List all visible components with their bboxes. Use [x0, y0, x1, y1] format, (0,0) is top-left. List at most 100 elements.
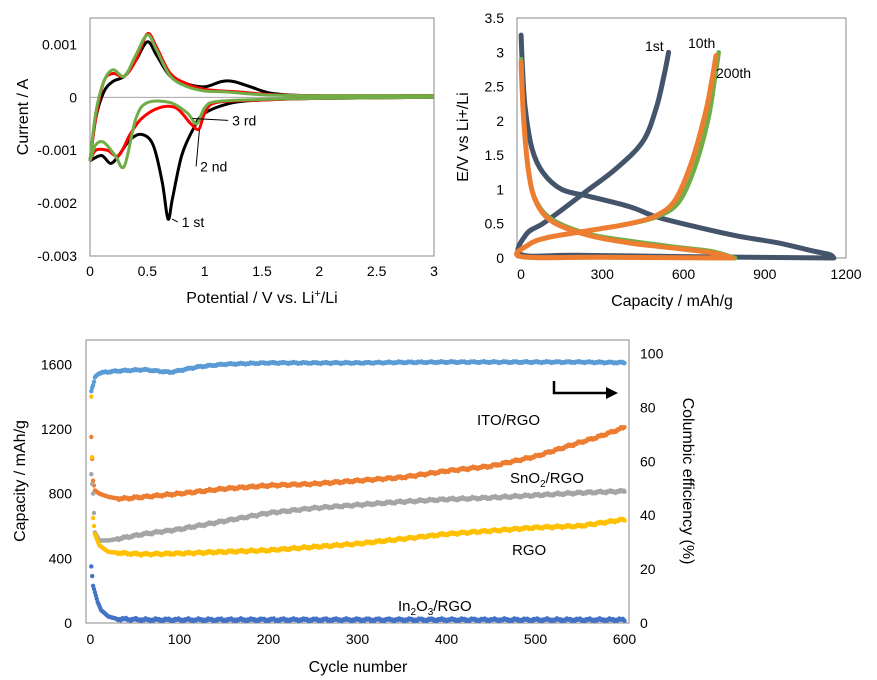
cycling-point — [89, 472, 94, 477]
cv-ylabel: Current / A — [15, 78, 32, 155]
cycling-ytick-label: 400 — [49, 550, 73, 566]
cycling-xtick-label: 500 — [524, 631, 548, 647]
cycling-ytick-label: 1200 — [41, 421, 72, 437]
cycling-point — [89, 434, 94, 440]
cv-annotation-label: 2 nd — [200, 158, 227, 174]
cycling-point — [90, 383, 96, 388]
cycling-y2-ytick-label: 40 — [640, 507, 656, 523]
cv-plot-frame — [89, 17, 435, 257]
cycling-point — [90, 515, 96, 521]
cycling-xtick-label: 100 — [168, 631, 192, 647]
cycling-y2-ytick-label: 80 — [640, 399, 656, 415]
cv-annotation-leader — [192, 117, 229, 121]
cycling-series-5 — [89, 359, 627, 394]
cycling-point — [90, 455, 95, 460]
cd-charge-curve-3 — [514, 53, 735, 261]
cycling-ytick-label: 0 — [64, 615, 72, 631]
cycling-ytick-label: 800 — [49, 486, 73, 502]
cycling-point — [91, 510, 97, 516]
cv-cathodic-curve-3 — [88, 95, 435, 170]
cv-annotation-label: 1 st — [182, 214, 205, 230]
cycling-ylabel: Capacity / mAh/g — [12, 420, 29, 542]
cycling-point — [89, 564, 94, 569]
cv-ytick-label: -0.003 — [37, 248, 77, 264]
cd-ytick-label: 1 — [496, 181, 504, 197]
cycling-xtick-label: 300 — [346, 631, 370, 647]
cv-annotation-label: 3 rd — [232, 112, 256, 128]
cv-ytick-label: -0.001 — [37, 142, 77, 158]
cycling-series-label: RGO — [512, 542, 546, 559]
cycling-point — [622, 489, 627, 494]
cv-xtick-label: 0 — [86, 263, 94, 279]
cycling-point — [91, 523, 97, 529]
cv-xtick-label: 2 — [315, 263, 323, 279]
cycling-point — [622, 618, 627, 624]
cv-ytick-label: 0.001 — [42, 36, 77, 52]
right-axis-arrow-head — [606, 387, 618, 399]
cycling-series-label: In2O3/RGO — [398, 598, 472, 618]
cv-chart: 0 0.5 1 1.5 2 2.5 3 0.001 0 -0.001 -0.002 -0.003 1 s… — [15, 17, 438, 307]
cv-cathodic-curve-1 — [89, 95, 435, 221]
cd-xtick-label: 300 — [591, 266, 615, 282]
cd-xtick-label: 0 — [517, 266, 525, 282]
cycling-y2-ytick-label: 0 — [640, 615, 648, 631]
cv-annotation-leader — [171, 218, 178, 223]
cycling-plot-frame — [85, 339, 630, 624]
cd-ytick-label: 1.5 — [485, 147, 505, 163]
cycling-point — [90, 573, 95, 579]
cycling-xtick-label: 400 — [435, 631, 459, 647]
cycling-y2label: Columbic efficiency (%) — [679, 398, 696, 565]
cd-ytick-label: 0 — [496, 250, 504, 266]
cv-xtick-label: 1.5 — [252, 263, 272, 279]
cycling-xtick-label: 0 — [87, 631, 95, 647]
cycling-chart: 0 100 200 300 400 500 600040080012001600020406… — [12, 339, 696, 676]
cycling-xtick-label: 200 — [257, 631, 281, 647]
cycling-point — [89, 389, 94, 394]
cycling-xlabel: Cycle number — [309, 659, 408, 676]
cycling-series-label: SnO2/RGO — [510, 470, 584, 490]
cd-ytick-label: 2 — [496, 113, 504, 129]
cycling-y2-ytick-label: 60 — [640, 453, 656, 469]
cd-series-label: 1st — [645, 38, 664, 54]
cv-annotation-leader — [195, 129, 200, 167]
cd-ytick-label: 2.5 — [485, 79, 505, 95]
cd-xtick-label: 1200 — [830, 266, 861, 282]
cycling-point — [90, 491, 96, 496]
cycling-y2-ytick-label: 100 — [640, 345, 664, 361]
cycling-point — [622, 425, 627, 430]
cd-ytick-label: 3 — [496, 44, 504, 60]
cd-series-label: 10th — [688, 35, 715, 51]
cycling-point — [91, 379, 97, 384]
cd-discharge-curve-1 — [518, 32, 837, 261]
cycling-ytick-label: 1600 — [41, 356, 72, 372]
cd-discharge-curve-3 — [518, 60, 735, 261]
cycling-y2-ytick-label: 20 — [640, 561, 656, 577]
cv-xtick-label: 3 — [430, 263, 438, 279]
cd-series-label: 200th — [716, 65, 751, 81]
cycling-series-4 — [89, 564, 627, 624]
cycling-series-3 — [89, 394, 627, 558]
cycling-point — [90, 481, 95, 487]
cv-xtick-label: 0.5 — [138, 263, 158, 279]
cv-xtick-label: 2.5 — [367, 263, 387, 279]
cd-ytick-label: 0.5 — [485, 216, 505, 232]
cv-xlabel: Potential / V vs. Li+/Li — [186, 288, 337, 307]
cv-anodic-curve-3 — [88, 33, 435, 161]
cycling-point — [94, 596, 99, 601]
cycling-point — [622, 360, 627, 366]
cd-xtick-label: 600 — [672, 266, 696, 282]
cycling-xtick-label: 600 — [613, 631, 637, 647]
cd-xlabel: Capacity / mAh/g — [611, 293, 733, 310]
cycling-point — [91, 586, 97, 592]
cycling-series-2 — [89, 472, 627, 543]
charge-discharge-chart: 0 300 600 900 1200 0 0.5 1 1.5 2 2.5 3 3.5 1st 10th200… — [455, 10, 862, 310]
cycling-point — [622, 518, 627, 523]
cv-ytick-label: -0.002 — [37, 195, 77, 211]
cd-xtick-label: 900 — [753, 266, 777, 282]
cv-ytick-label: 0 — [69, 89, 77, 105]
cycling-point — [89, 394, 94, 399]
cv-xtick-label: 1 — [201, 263, 209, 279]
cd-ytick-label: 3.5 — [485, 10, 505, 26]
right-axis-arrow — [552, 381, 608, 395]
